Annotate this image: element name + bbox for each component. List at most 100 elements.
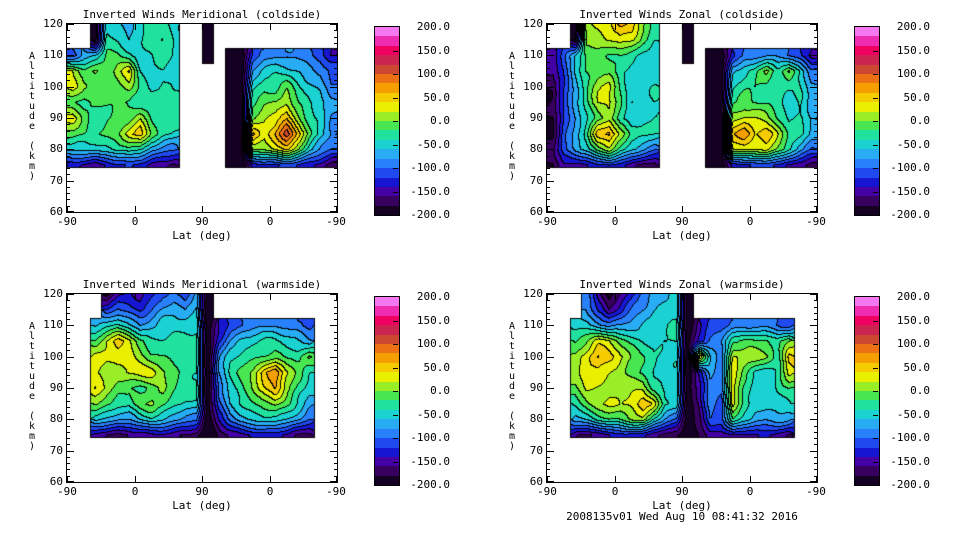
colorbar-tick	[393, 321, 398, 322]
x-axis-tick	[202, 476, 203, 482]
x-axis-tick	[547, 476, 548, 482]
y-axis-minor-tick	[547, 401, 550, 402]
colorbar-band	[855, 428, 879, 439]
colorbar-band	[375, 139, 399, 150]
y-axis-minor-tick	[547, 156, 550, 157]
y-axis-minor-tick	[334, 426, 337, 427]
colorbar-band	[375, 466, 399, 476]
colorbar-band	[375, 362, 399, 373]
colorbar-band	[375, 196, 399, 206]
y-axis-minor-tick	[814, 112, 817, 113]
x-axis-tick	[682, 476, 683, 482]
y-axis-major-tick	[330, 357, 337, 358]
x-axis-tick	[135, 476, 136, 482]
y-axis-tick-label: 90	[49, 381, 63, 394]
y-axis-minor-tick	[67, 344, 70, 345]
y-axis-minor-tick	[547, 300, 550, 301]
y-axis-tick-label: 90	[529, 381, 543, 394]
colorbar-band	[375, 419, 399, 429]
x-axis-tick	[135, 294, 136, 300]
x-axis-tick	[615, 206, 616, 212]
x-axis-tick	[336, 294, 337, 300]
y-axis-minor-tick	[67, 124, 70, 125]
colorbar	[854, 26, 880, 216]
y-axis-minor-tick	[67, 457, 70, 458]
y-axis-minor-tick	[67, 438, 70, 439]
y-axis-minor-tick	[814, 476, 817, 477]
y-axis-minor-tick	[334, 307, 337, 308]
y-axis-minor-tick	[334, 112, 337, 113]
plot-area	[546, 23, 818, 213]
panel-title: Inverted Winds Zonal (coldside)	[579, 8, 785, 21]
colorbar-tick-label: 0.0	[430, 114, 450, 127]
y-axis-minor-tick	[547, 426, 550, 427]
y-axis-minor-tick	[334, 369, 337, 370]
colorbar-tick-label: 0.0	[430, 384, 450, 397]
y-axis-minor-tick	[334, 105, 337, 106]
contour-canvas	[547, 24, 817, 212]
y-axis-major-tick	[547, 481, 554, 482]
colorbar-tick	[873, 51, 878, 52]
colorbar-band	[375, 447, 399, 457]
y-axis-tick-label: 100	[523, 80, 543, 93]
y-axis-minor-tick	[67, 332, 70, 333]
x-axis-tick	[336, 476, 337, 482]
colorbar-tick	[873, 321, 878, 322]
y-axis-major-tick	[547, 294, 554, 295]
y-axis-minor-tick	[67, 99, 70, 100]
colorbar-tick-label: 50.0	[903, 361, 931, 374]
y-axis-major-tick	[67, 451, 74, 452]
y-axis-tick-label: 60	[49, 475, 63, 488]
y-axis-minor-tick	[67, 43, 70, 44]
y-axis-minor-tick	[547, 199, 550, 200]
colorbar-band	[855, 186, 879, 197]
y-axis-tick-label: 80	[49, 412, 63, 425]
y-axis-minor-tick	[814, 162, 817, 163]
x-axis-tick	[67, 294, 68, 300]
colorbar-band	[375, 83, 399, 93]
colorbar-tick	[393, 391, 398, 392]
y-axis-major-tick	[547, 388, 554, 389]
y-axis-minor-tick	[334, 407, 337, 408]
x-axis-tick-label: -90	[806, 215, 826, 228]
colorbar-tick	[393, 438, 398, 439]
colorbar-tick-label: -50.0	[416, 138, 450, 151]
colorbar-band	[855, 325, 879, 335]
y-axis-minor-tick	[814, 43, 817, 44]
x-axis-tick	[270, 294, 271, 300]
y-axis-tick-label: 100	[43, 350, 63, 363]
x-axis-tick-label: 0	[611, 215, 619, 228]
colorbar-band	[855, 196, 879, 206]
y-axis-major-tick	[810, 149, 817, 150]
x-axis-tick	[816, 24, 817, 30]
colorbar-tick-label: 100.0	[416, 337, 450, 350]
colorbar-tick-label: 50.0	[423, 361, 451, 374]
y-axis-major-tick	[547, 55, 554, 56]
colorbar-band	[375, 130, 399, 140]
colorbar-tick	[393, 168, 398, 169]
colorbar-tick-label: 0.0	[910, 114, 930, 127]
colorbar-band	[855, 177, 879, 187]
colorbar-band	[375, 400, 399, 410]
x-axis-tick	[202, 206, 203, 212]
y-axis-minor-tick	[547, 319, 550, 320]
y-axis-minor-tick	[547, 99, 550, 100]
y-axis-tick-label: 110	[43, 318, 63, 331]
y-axis-minor-tick	[67, 476, 70, 477]
y-axis-tick-label: 70	[49, 174, 63, 187]
y-axis-minor-tick	[334, 457, 337, 458]
x-axis-tick-label: 0	[266, 215, 274, 228]
y-axis-tick-label: 120	[523, 287, 543, 300]
x-axis-tick	[202, 294, 203, 300]
colorbar-tick	[393, 415, 398, 416]
y-axis-minor-tick	[334, 432, 337, 433]
y-axis-minor-tick	[67, 463, 70, 464]
y-axis-minor-tick	[814, 350, 817, 351]
y-axis-minor-tick	[547, 476, 550, 477]
colorbar-tick-label: -150.0	[410, 455, 450, 468]
x-axis-tick	[750, 294, 751, 300]
y-axis-minor-tick	[67, 394, 70, 395]
y-axis-minor-tick	[814, 49, 817, 50]
y-axis-tick-label: 60	[529, 475, 543, 488]
